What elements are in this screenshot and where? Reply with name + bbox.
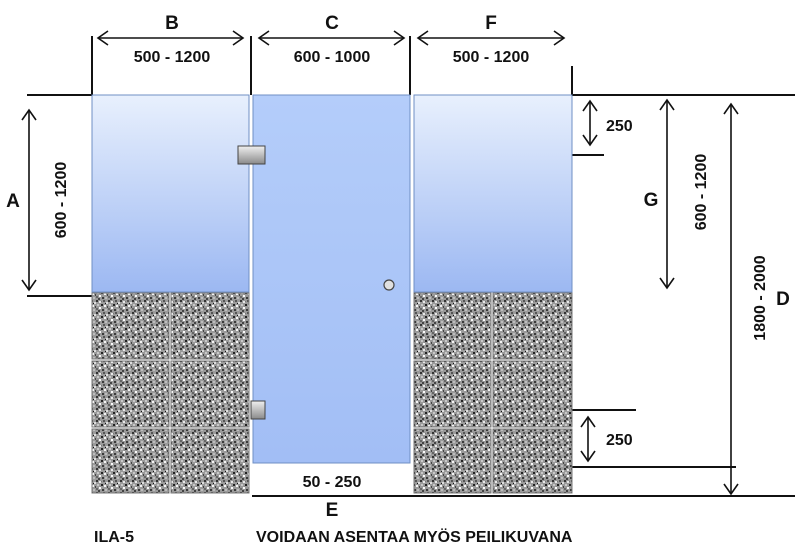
range-f: 500 - 1200 (453, 49, 530, 66)
granite-tile (492, 360, 573, 428)
dimension-arrow-f (416, 30, 566, 46)
mirror-note: VOIDAAN ASENTAA MYÖS PEILIKUVANA (256, 527, 573, 546)
dimension-arrows (21, 30, 739, 496)
right-fixed-panel (413, 94, 573, 494)
range-d: 1800 - 2000 (752, 255, 769, 341)
range-g: 600 - 1200 (693, 154, 710, 231)
door-knob (383, 279, 395, 291)
granite-tile (170, 428, 250, 494)
dimension-arrow-c (257, 30, 406, 46)
top-hinge (237, 145, 266, 165)
range-bottom-offset: 250 (606, 432, 633, 449)
label-a: A (6, 191, 20, 212)
range-e: 50 - 250 (303, 474, 362, 491)
left-glass-panel (91, 94, 250, 293)
granite-tile (91, 360, 170, 428)
granite-tile (170, 360, 250, 428)
label-e: E (326, 500, 339, 521)
dimension-arrow-bottom-offset (580, 415, 596, 463)
dimension-arrow-g (659, 98, 675, 290)
range-b: 500 - 1200 (134, 49, 211, 66)
bottom-hinge (250, 400, 266, 420)
granite-tile (413, 428, 492, 494)
right-glass-panel (413, 94, 573, 293)
dimension-arrow-a (21, 108, 37, 292)
label-f: F (485, 13, 497, 34)
granite-tile (170, 292, 250, 360)
door-glass (252, 94, 411, 464)
label-d: D (776, 289, 790, 310)
granite-tile (413, 360, 492, 428)
granite-tile (492, 292, 573, 360)
footer: ILA-5 VOIDAAN ASENTAA MYÖS PEILIKUVANA (94, 527, 573, 546)
left-fixed-panel (91, 94, 250, 494)
dimension-arrow-b (96, 30, 245, 46)
label-b: B (165, 13, 179, 34)
dimension-labels: B 500 - 1200 C 600 - 1000 F 500 - 1200 A… (6, 13, 790, 521)
granite-tile (91, 428, 170, 494)
granite-tile (413, 292, 492, 360)
range-a: 600 - 1200 (53, 162, 70, 239)
label-g: G (644, 190, 659, 211)
door (237, 94, 411, 464)
dimension-arrow-d (723, 102, 739, 496)
dimension-arrow-top-offset (582, 99, 598, 147)
label-c: C (325, 13, 339, 34)
model-code: ILA-5 (94, 529, 134, 546)
granite-tile (91, 292, 170, 360)
range-top-offset: 250 (606, 118, 633, 135)
range-c: 600 - 1000 (294, 49, 371, 66)
reference-lines (27, 36, 795, 497)
granite-tile (492, 428, 573, 494)
